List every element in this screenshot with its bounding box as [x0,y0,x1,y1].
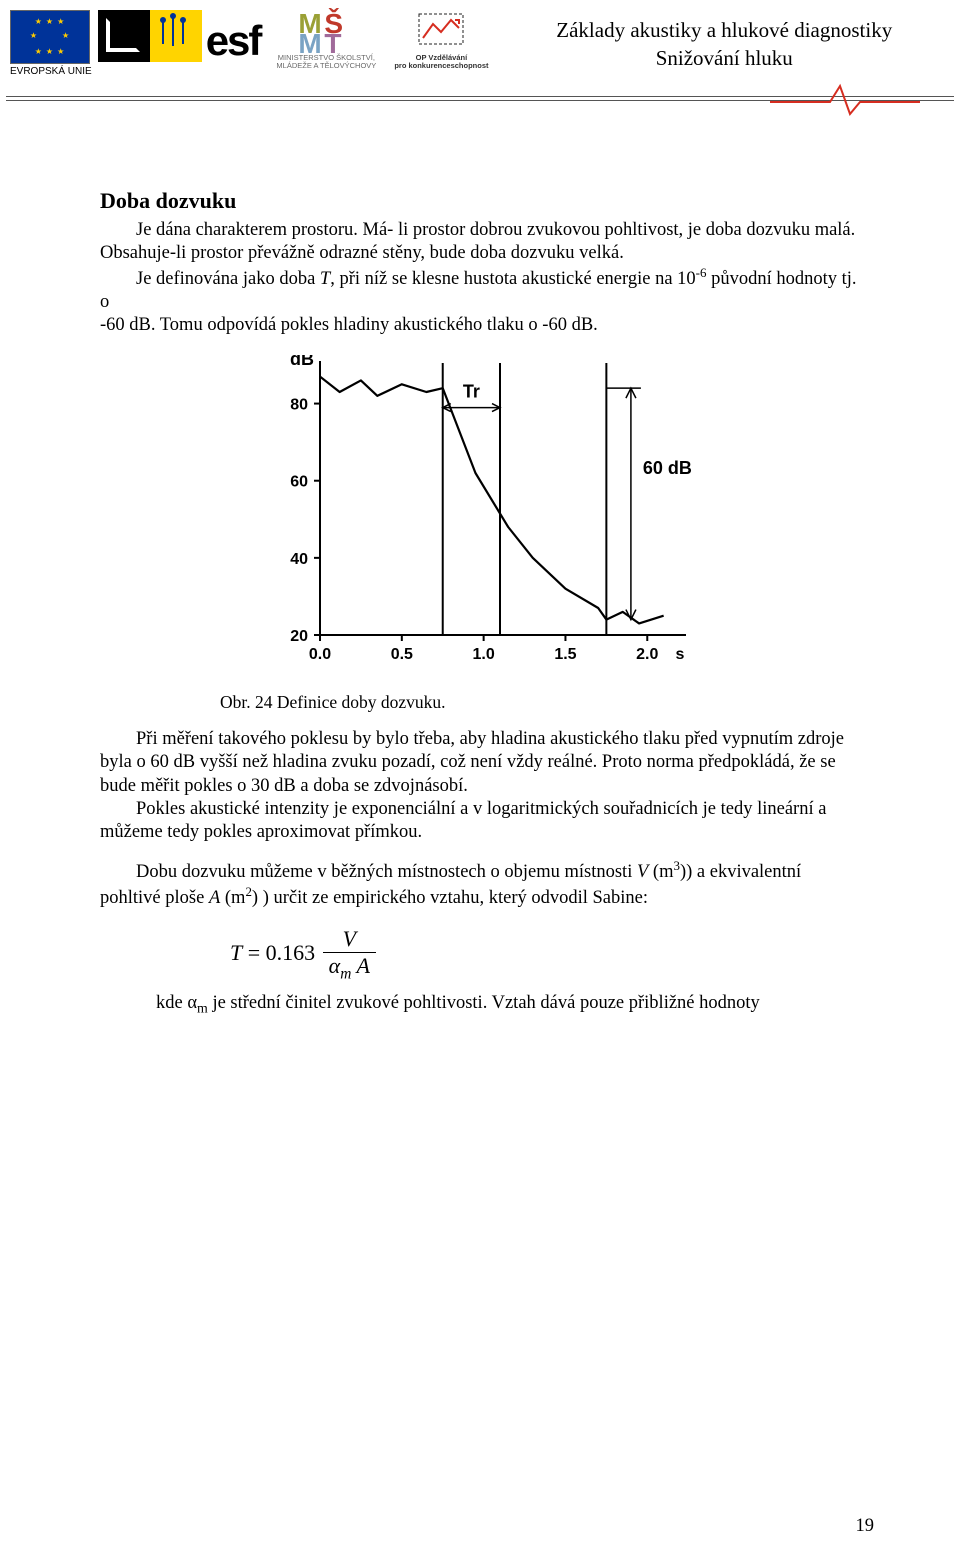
p3-A: A [209,888,220,908]
svg-text:2.0: 2.0 [636,646,658,663]
svg-text:20: 20 [290,628,308,645]
msmt-line2: MLÁDEŽE A TĚLOVÝCHOVY [276,61,376,70]
p3-Au: (m [220,888,245,908]
msmt-icon: MŠ MT [296,10,356,50]
opvk-icon [411,10,471,50]
section-title: Doba dozvuku [100,187,860,215]
formula-den: αm A [323,953,376,982]
para-2b: Pokles akustické intenzity je exponenciá… [100,798,860,844]
esf-big-label: esf [206,20,261,62]
sabine-formula: T = 0.163 V αm A [230,928,860,982]
header-titles: Základy akustiky a hlukové diagnostiky S… [489,10,951,73]
eu-flag-icon: ★ ★ ★ ★ ★ ★ ★ ★ [10,10,90,64]
formula-eq: = [242,940,265,965]
header-title-1: Základy akustiky a hlukové diagnostiky [556,18,892,42]
svg-text:60: 60 [290,474,308,491]
svg-text:80: 80 [290,397,308,414]
p1b-exp: -6 [696,265,707,280]
kde-rest: je střední činitel zvukové pohltivosti. … [208,993,760,1013]
eu-flag-logo: ★ ★ ★ ★ ★ ★ ★ ★ EVROPSKÁ UNIE [10,10,92,77]
formula-fraction: V αm A [323,928,376,982]
svg-text:40: 40 [290,551,308,568]
kde-line: kde αm je střední činitel zvukové pohlti… [156,992,860,1018]
svg-text:0.5: 0.5 [391,646,413,663]
formula-coef: 0.163 [266,940,316,965]
msmt-logo: MŠ MT MINISTERSTVO ŠKOLSTVÍ, MLÁDEŽE A T… [276,10,376,70]
para-2a: Při měření takového poklesu by bylo třeb… [100,728,860,797]
eu-caption: EVROPSKÁ UNIE [10,66,92,77]
formula-subm: m [340,966,351,983]
decay-chart: 20 40 60 80 dB 0.0 0.5 1.0 1.5 2.0 s Tr 60 dB [260,355,700,675]
p3-V: V [637,862,648,882]
formula-denA: A [351,953,370,978]
p1b-T: T [320,269,330,289]
formula-num: V [323,928,376,953]
formula-alpha: α [329,953,341,978]
p3-prefix: Dobu dozvuku můžeme v běžných místnostec… [136,862,637,882]
svg-text:1.0: 1.0 [473,646,495,663]
esf-text: esf [206,20,261,62]
p3-close: ) určit ze empirického vztahu, který odv… [263,888,648,908]
page-header: ★ ★ ★ ★ ★ ★ ★ ★ EVROPSKÁ UNIE [0,10,960,77]
svg-text:dB: dB [290,355,314,369]
logo-row: ★ ★ ★ ★ ★ ★ ★ ★ EVROPSKÁ UNIE [10,10,489,77]
figure-caption: Obr. 24 Definice doby dozvuku. [220,692,860,714]
svg-text:Tr: Tr [463,382,480,402]
opvk-logo: OP Vzdělávání pro konkurenceschopnost [394,10,488,70]
header-title-2: Snižování hluku [656,46,793,70]
para-1b: Je definována jako doba T, při níž se kl… [100,265,860,314]
esf-black-icon [98,10,150,62]
figure-24: 20 40 60 80 dB 0.0 0.5 1.0 1.5 2.0 s Tr 60 dB [100,355,860,682]
para-1c: -60 dB. Tomu odpovídá pokles hladiny aku… [100,314,860,337]
svg-text:1.5: 1.5 [554,646,576,663]
esf-logo: esf [98,10,261,62]
kde-sub: m [197,1002,208,1017]
opvk-line2: pro konkurenceschopnost [394,61,488,70]
page-content: Doba dozvuku Je dána charakterem prostor… [0,77,960,1018]
kde-prefix: kde α [156,993,197,1013]
para-1a: Je dána charakterem prostoru. Má- li pro… [100,219,860,265]
p1b-mid: , při níž se klesne hustota akustické en… [330,269,695,289]
para-3: Dobu dozvuku můžeme v běžných místnostec… [100,858,860,911]
page-number: 19 [856,1516,875,1537]
svg-text:s: s [676,646,685,663]
opvk-caption: OP Vzdělávání pro konkurenceschopnost [394,54,488,70]
svg-text:0.0: 0.0 [309,646,331,663]
ekg-icon [770,82,920,122]
esf-yellow-icon [150,10,202,62]
formula-lhs: T [230,940,242,965]
p1b-prefix: Je definována jako doba [136,269,320,289]
p3-Aclose: ) [252,888,258,908]
p3-Vu: (m [648,862,673,882]
svg-text:60 dB: 60 dB [643,458,692,478]
